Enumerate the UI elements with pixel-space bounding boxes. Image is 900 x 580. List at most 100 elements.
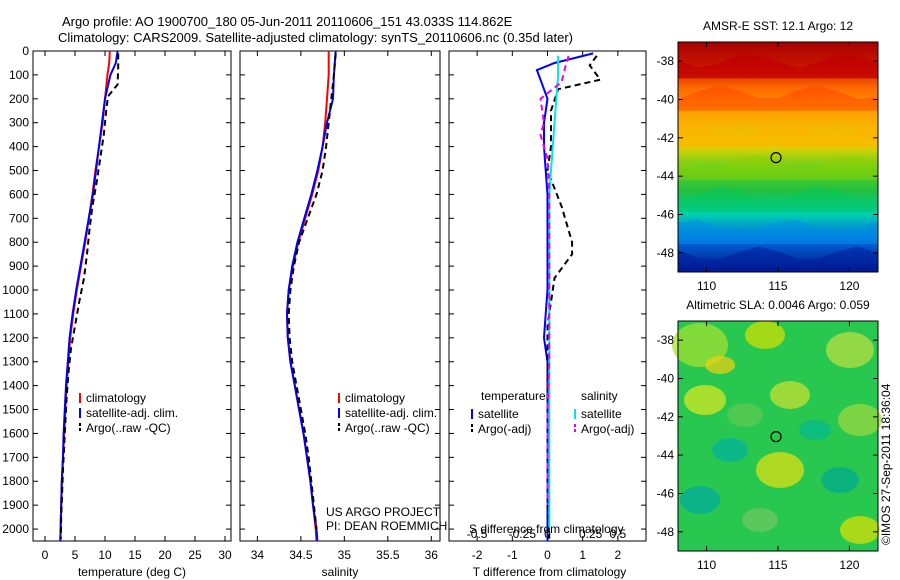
y-tick-label: 1000: [2, 283, 29, 297]
y-tick-label: 500: [9, 164, 29, 178]
figure-title-line2: Climatology: CARS2009. Satellite-adjuste…: [58, 30, 573, 45]
y-tick-label: 700: [9, 211, 29, 225]
y-tick-label: 1200: [2, 331, 29, 345]
panel-frame-1: [239, 50, 441, 542]
series-line-argorawqc: [287, 53, 337, 530]
y-tick-label: 1900: [2, 498, 29, 512]
sla-anomaly-patch: [712, 438, 748, 462]
x-tick-label: 2: [615, 548, 622, 562]
legend-entry: climatology: [345, 391, 405, 405]
y-tick-label: 900: [9, 259, 29, 273]
map-y-tick-label: -38: [657, 333, 675, 347]
x-tick-label: 15: [128, 548, 142, 562]
panel-frame-0: [32, 50, 232, 542]
legend-entry: satellite-adj. clim.: [86, 406, 178, 420]
sst-band: [678, 246, 878, 272]
sla-anomaly-patch: [838, 404, 882, 436]
sla-anomaly-patch: [742, 508, 778, 532]
map-y-tick-label: -48: [657, 525, 675, 539]
legend-group-title: temperature: [481, 389, 546, 403]
legend-entry: satellite-adj. clim.: [345, 406, 437, 420]
top-tick-label: 0.25: [579, 527, 603, 541]
map-y-tick-label: -44: [657, 448, 675, 462]
y-tick-label: 1300: [2, 355, 29, 369]
sla-anomaly-patch: [684, 385, 726, 415]
sst-band: [678, 154, 878, 180]
x-tick-label: 35.5: [376, 548, 400, 562]
series-line-satelliteadjclim: [59, 50, 119, 542]
y-tick-label: 600: [9, 187, 29, 201]
x-tick-label: 1: [579, 548, 586, 562]
legend-entry: Argo(..raw -QC): [345, 421, 430, 435]
x-tick-label: 0: [544, 548, 551, 562]
y-tick-label: 1400: [2, 379, 29, 393]
x-tick-label: 0: [42, 548, 49, 562]
argo-location-marker: [770, 152, 782, 164]
legend-entry: Argo(-adj): [478, 422, 531, 436]
sla-anomaly-patch: [727, 403, 763, 427]
map-y-tick-label: -46: [657, 208, 675, 222]
map-y-tick-label: -40: [657, 93, 675, 107]
map-x-tick-label: 115: [768, 279, 787, 293]
y-tick-label: 200: [9, 92, 29, 106]
sla-anomaly-patch: [840, 516, 880, 544]
legend-entry: Argo(-adj): [581, 422, 634, 436]
x-tick-label: -2: [472, 548, 483, 562]
y-tick-label: 1500: [2, 403, 29, 417]
series-line-satelliteadjclim: [285, 50, 337, 542]
sst-band: [678, 186, 878, 212]
map-title-sla: Altimetric SLA: 0.0046 Argo: 0.059: [686, 298, 870, 312]
y-tick-label: 0: [22, 44, 29, 58]
sst-band: [678, 219, 878, 244]
x-tick-label: 36: [425, 548, 439, 562]
sst-band: [678, 54, 878, 79]
sla-anomaly-patch: [745, 321, 785, 349]
y-tick-label: 2000: [2, 522, 29, 536]
top-tick-label: -0.25: [509, 527, 537, 541]
legend-entry: Argo(..raw -QC): [86, 421, 171, 435]
sla-anomaly-patch: [826, 332, 874, 368]
legend-group-title: salinity: [581, 389, 618, 403]
top-tick-label: 0: [544, 527, 551, 541]
sla-anomaly-patch: [799, 420, 831, 440]
x-tick-label: 35: [338, 548, 352, 562]
x-tick-label: 34: [251, 548, 265, 562]
map-y-tick-label: -42: [657, 131, 675, 145]
top-axis-label: S difference from climatology: [469, 522, 624, 536]
y-tick-label: 300: [9, 116, 29, 130]
sla-anomaly-patch: [821, 467, 859, 493]
map-y-tick-label: -42: [657, 410, 675, 424]
project-note-line1: US ARGO PROJECT: [326, 505, 441, 519]
x-axis-label: salinity: [322, 565, 359, 579]
sla-anomaly-patch: [770, 381, 810, 409]
figure-title-line1: Argo profile: AO 1900700_180 05-Jun-2011…: [62, 14, 513, 29]
x-tick-label: 10: [98, 548, 112, 562]
x-tick-label: 30: [218, 548, 232, 562]
sla-anomaly-patch: [705, 356, 735, 374]
map-title-sst: AMSR-E SST: 12.1 Argo: 12: [703, 19, 853, 33]
series-line-argoadj-salinity: [539, 55, 570, 506]
project-note-line2: PI: DEAN ROEMMICH: [326, 519, 447, 533]
map-y-tick-label: -48: [657, 246, 675, 260]
map-x-tick-label: 110: [697, 558, 716, 572]
map-y-tick-label: -46: [657, 487, 675, 501]
y-tick-label: 1800: [2, 474, 29, 488]
sla-anomaly-patch: [680, 486, 720, 514]
map-x-tick-label: 120: [839, 558, 859, 572]
map-y-tick-label: -38: [657, 54, 675, 68]
map-y-tick-label: -44: [657, 169, 675, 183]
map-x-tick-label: 110: [697, 279, 716, 293]
y-tick-label: 1100: [3, 307, 29, 321]
legend-entry: satellite: [478, 407, 519, 421]
sla-anomaly-patch: [756, 452, 804, 488]
x-axis-label: temperature (deg C): [78, 565, 186, 579]
x-tick-label: 20: [158, 548, 172, 562]
x-tick-label: 34.5: [289, 548, 313, 562]
x-axis-label: T difference from climatology: [473, 565, 627, 579]
y-tick-label: 100: [9, 68, 29, 82]
side-copyright-note: ©IMOS 27-Sep-2011 18:36:04: [879, 383, 893, 545]
y-tick-label: 1700: [2, 450, 29, 464]
y-tick-label: 800: [9, 235, 29, 249]
sst-band: [678, 85, 878, 111]
